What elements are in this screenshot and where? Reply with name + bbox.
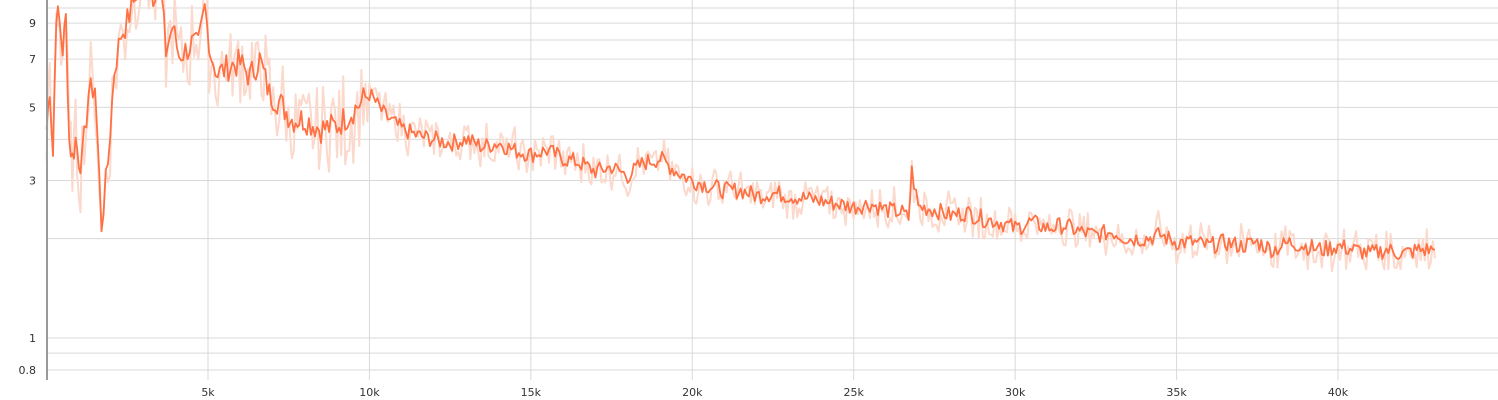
y-tick-label: 0.8 bbox=[19, 364, 37, 377]
x-tick-label: 30k bbox=[1005, 386, 1026, 399]
smoothed-series-line bbox=[45, 0, 1436, 260]
smoothed-series-layer bbox=[45, 0, 1436, 260]
y-axis-ticks: 0.8 1 3 5 7 9 bbox=[19, 17, 37, 377]
x-tick-label: 25k bbox=[844, 386, 865, 399]
y-tick-label: 5 bbox=[29, 101, 36, 114]
x-tick-label: 35k bbox=[1166, 386, 1187, 399]
x-tick-label: 20k bbox=[682, 386, 703, 399]
y-tick-label: 9 bbox=[29, 17, 36, 30]
raw-series-layer bbox=[45, 0, 1436, 273]
x-tick-label: 40k bbox=[1328, 386, 1349, 399]
y-tick-label: 1 bbox=[29, 332, 36, 345]
y-tick-label: 7 bbox=[29, 53, 36, 66]
x-tick-label: 10k bbox=[359, 386, 380, 399]
y-tick-label: 3 bbox=[29, 175, 36, 188]
raw-series-line bbox=[45, 0, 1436, 273]
x-axis-ticks: 5k 10k 15k 20k 25k 30k 35k 40k bbox=[201, 386, 1348, 399]
x-tick-label: 15k bbox=[521, 386, 542, 399]
x-tick-label: 5k bbox=[201, 386, 215, 399]
